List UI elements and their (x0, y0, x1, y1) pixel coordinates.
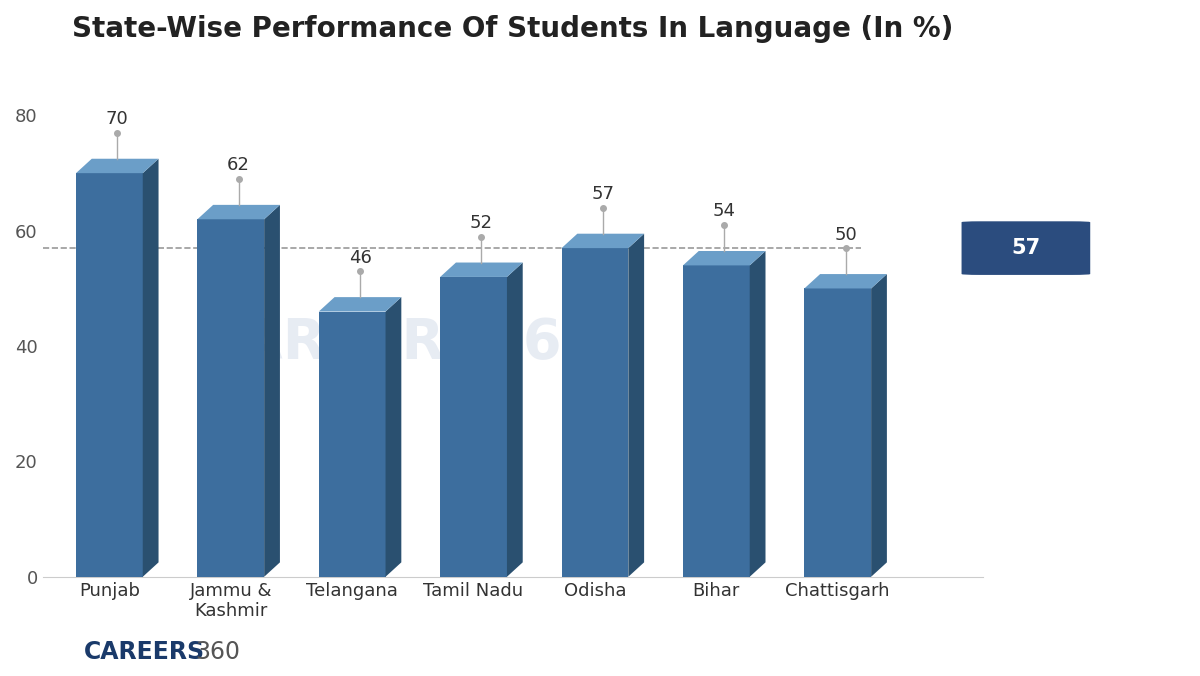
Text: 360: 360 (196, 639, 240, 664)
Polygon shape (197, 205, 280, 219)
Text: National: National (962, 228, 1026, 243)
FancyBboxPatch shape (197, 219, 264, 577)
Title: State-Wise Performance Of Students In Language (In %): State-Wise Performance Of Students In La… (72, 15, 954, 43)
FancyBboxPatch shape (562, 248, 629, 577)
Polygon shape (804, 274, 887, 289)
Polygon shape (506, 262, 523, 577)
Text: 70: 70 (106, 110, 128, 128)
Polygon shape (871, 274, 887, 577)
Text: 57: 57 (1012, 238, 1040, 258)
Polygon shape (76, 159, 158, 173)
Polygon shape (264, 205, 280, 577)
Text: 50: 50 (834, 226, 857, 243)
Text: 46: 46 (349, 249, 372, 266)
FancyBboxPatch shape (804, 289, 871, 577)
FancyBboxPatch shape (683, 266, 750, 577)
Polygon shape (385, 297, 401, 577)
Text: 62: 62 (227, 156, 250, 174)
Text: CAREERS360: CAREERS360 (199, 316, 601, 370)
Text: 54: 54 (713, 202, 736, 220)
Text: 57: 57 (592, 185, 614, 203)
FancyBboxPatch shape (961, 221, 1091, 275)
Polygon shape (319, 297, 401, 312)
FancyBboxPatch shape (319, 312, 385, 577)
Polygon shape (440, 262, 523, 277)
Polygon shape (562, 234, 644, 248)
Polygon shape (683, 251, 766, 266)
Polygon shape (750, 251, 766, 577)
Text: 52: 52 (470, 214, 493, 232)
FancyBboxPatch shape (76, 173, 143, 577)
Text: CAREERS: CAREERS (84, 639, 205, 664)
FancyBboxPatch shape (440, 277, 506, 577)
Polygon shape (143, 159, 158, 577)
Polygon shape (629, 234, 644, 577)
